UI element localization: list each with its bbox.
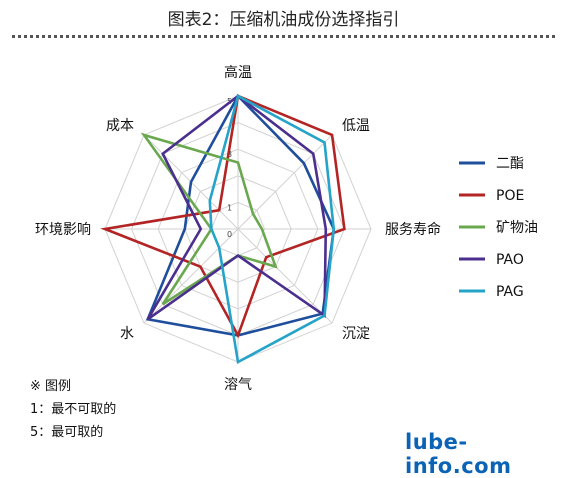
- site-watermark: lube-info.com: [405, 430, 512, 478]
- axis-label: 服务寿命: [385, 221, 441, 238]
- radar-series: [100, 93, 346, 365]
- axis-label: 环境影响: [35, 222, 91, 238]
- legend-label: 二酯: [496, 156, 524, 172]
- series-line: [208, 94, 336, 365]
- chart-legend: 二酯 POE 矿物油 PAO PAG: [459, 156, 538, 300]
- axis-label: 成本: [106, 118, 134, 134]
- legend-note-min: 1：最不可取的: [30, 402, 117, 417]
- grid-spoke: [143, 228, 239, 324]
- axis-label: 低温: [342, 118, 370, 134]
- legend-label: PAG: [496, 284, 524, 300]
- chart-title: 图表2：压缩机油成份选择指引: [167, 10, 400, 30]
- legend-label: POE: [496, 188, 524, 204]
- tick-label: 0: [227, 230, 232, 239]
- legend-label: 矿物油: [496, 220, 538, 236]
- tick-label: 1: [227, 203, 232, 212]
- series-line: [100, 94, 346, 339]
- axis-label: 水: [120, 326, 134, 342]
- axis-label: 高温: [224, 64, 252, 81]
- grid-spoke: [237, 228, 333, 324]
- title-divider: [12, 35, 555, 38]
- legend-label: PAO: [496, 252, 524, 268]
- legend-note-max: 5：最可取的: [30, 425, 104, 440]
- axis-label: 溶气: [224, 377, 252, 393]
- series-line: [146, 94, 328, 321]
- legend-note-header: ※ 图例: [30, 379, 72, 394]
- axis-label: 沉淀: [342, 326, 370, 342]
